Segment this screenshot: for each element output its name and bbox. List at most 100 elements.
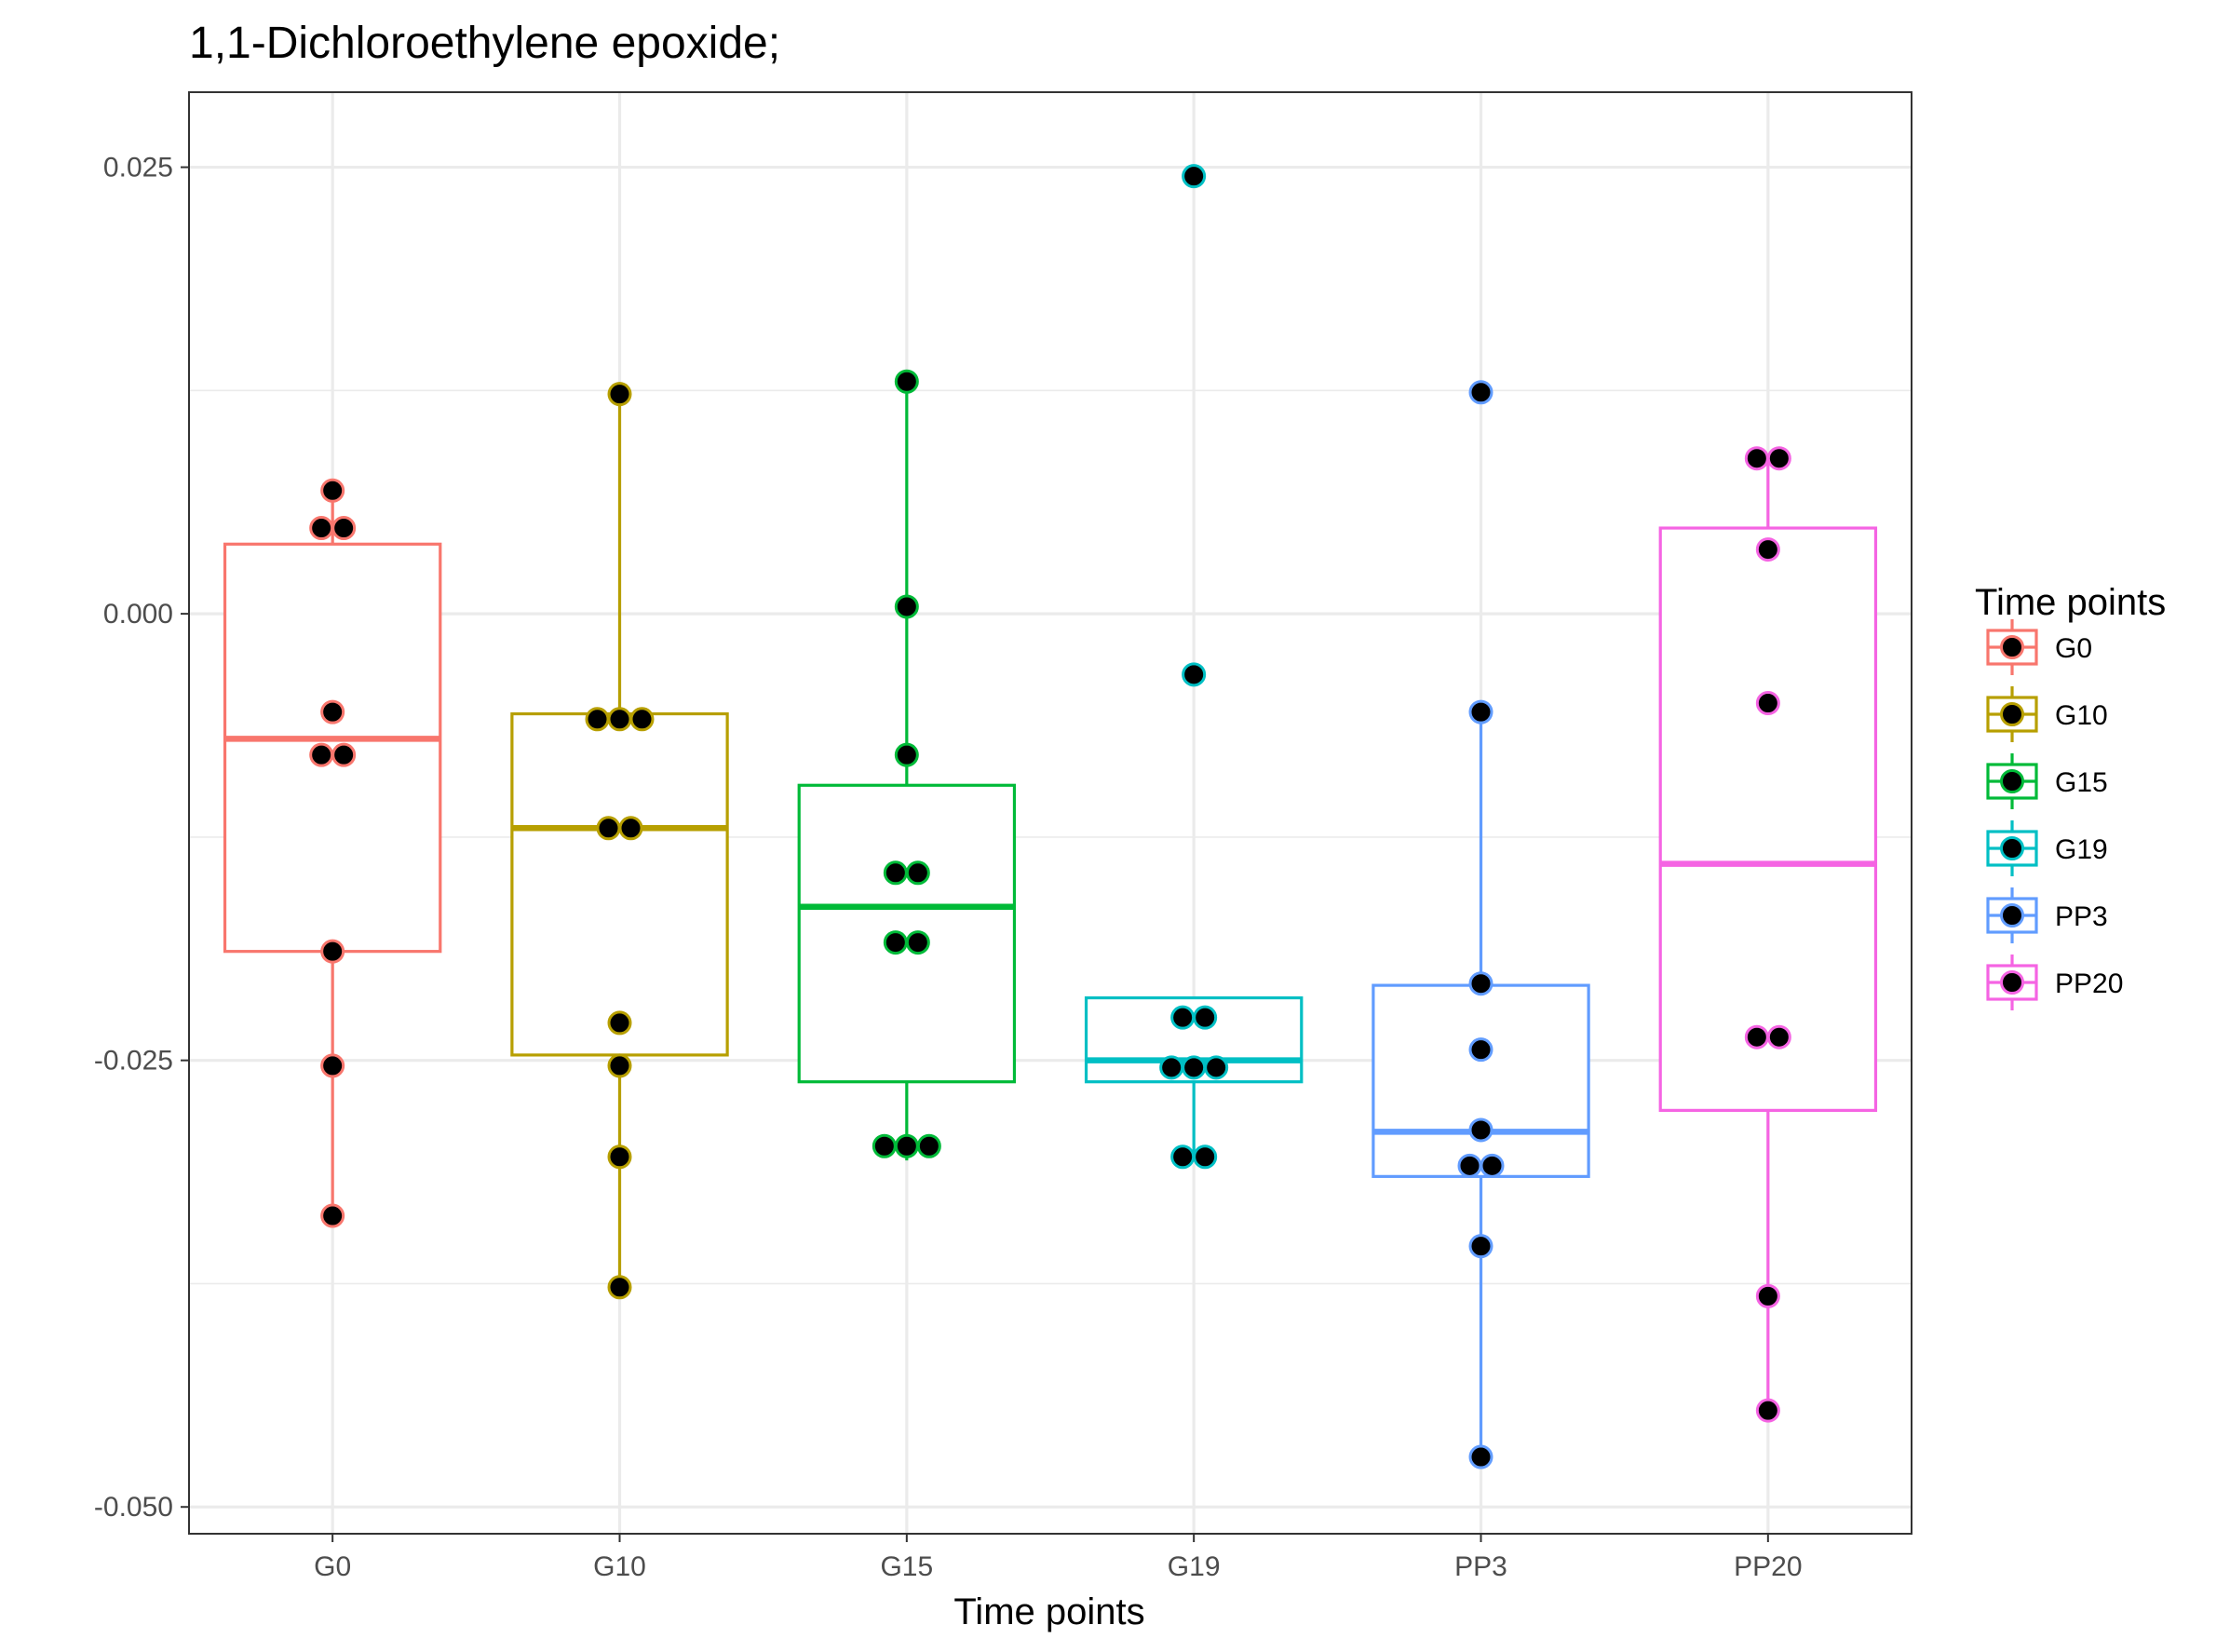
data-point: [1457, 1153, 1482, 1178]
data-point: [320, 939, 345, 964]
data-point: [894, 369, 919, 394]
data-point: [872, 1133, 897, 1158]
legend-key-point: [2000, 635, 2024, 659]
legend-key-point: [2000, 836, 2024, 860]
box-body: [797, 783, 1017, 1084]
data-point: [607, 382, 632, 407]
data-point: [629, 707, 655, 732]
legend-key-point: [2000, 702, 2024, 726]
data-point: [1468, 1117, 1493, 1143]
data-point: [607, 707, 632, 732]
legend-label: PP3: [2055, 901, 2108, 932]
box-G15: [797, 381, 1017, 1161]
data-point: [894, 594, 919, 619]
legend-item-PP20: PP20: [1986, 955, 2123, 1010]
data-point: [1468, 971, 1493, 996]
data-point: [607, 1053, 632, 1078]
x-tick-label: G19: [1168, 1551, 1221, 1582]
x-axis-title: Time points: [953, 1591, 1144, 1632]
data-point: [1755, 1283, 1780, 1308]
data-point: [1170, 1005, 1196, 1030]
data-point: [607, 1144, 632, 1170]
data-point: [1182, 662, 1207, 687]
legend-label: PP20: [2055, 968, 2123, 999]
data-point: [883, 860, 908, 886]
data-point: [1182, 1055, 1207, 1080]
data-point: [585, 707, 610, 732]
x-tick-label: G0: [314, 1551, 351, 1582]
data-point: [1480, 1153, 1505, 1178]
box-G0: [223, 490, 442, 1216]
data-point: [905, 860, 930, 886]
data-point: [916, 1133, 941, 1158]
data-point: [1468, 1037, 1493, 1063]
y-tick-label: -0.050: [94, 1492, 173, 1523]
data-point: [1744, 1024, 1769, 1049]
data-point: [596, 816, 621, 841]
box-body: [1658, 526, 1878, 1112]
points-layer: [309, 164, 1791, 1469]
legend: Time points G0 G10 G15 G19 PP3 PP20: [1975, 582, 2166, 1010]
data-point: [618, 816, 643, 841]
panel-border: [188, 91, 1912, 1535]
data-point: [1193, 1005, 1218, 1030]
data-point: [1744, 446, 1769, 471]
data-point: [1193, 1144, 1218, 1170]
data-point: [1182, 164, 1207, 189]
data-point: [1468, 380, 1493, 405]
data-point: [309, 742, 334, 767]
legend-item-G19: G19: [1986, 820, 2108, 876]
data-point: [320, 699, 345, 724]
data-point: [894, 742, 919, 767]
legend-item-G15: G15: [1986, 753, 2108, 809]
x-tick-label: G10: [593, 1551, 646, 1582]
legend-label: G10: [2055, 700, 2108, 731]
box-body: [510, 711, 729, 1057]
box-PP20: [1658, 458, 1878, 1411]
legend-label: G0: [2055, 633, 2092, 664]
data-point: [607, 1275, 632, 1300]
data-point: [1755, 691, 1780, 716]
data-point: [1755, 537, 1780, 562]
y-tick-label: 0.000: [103, 599, 173, 630]
data-point: [883, 930, 908, 955]
y-axis: -0.050 -0.025 0.000 0.025: [94, 153, 189, 1523]
legend-label: G19: [2055, 834, 2108, 865]
data-point: [320, 1203, 345, 1228]
panel-frame: [188, 91, 1912, 1535]
data-point: [1468, 1444, 1493, 1469]
box-body: [1372, 983, 1590, 1178]
data-point: [894, 1133, 919, 1158]
panel-background: [189, 92, 1912, 1534]
data-point: [331, 516, 357, 541]
x-tick-label: G15: [880, 1551, 933, 1582]
data-point: [1755, 1398, 1780, 1423]
box-body: [223, 542, 442, 954]
data-point: [1468, 699, 1493, 724]
data-point: [320, 1053, 345, 1078]
data-point: [1468, 1234, 1493, 1259]
data-point: [309, 516, 334, 541]
data-point: [1159, 1055, 1184, 1080]
chart-title: 1,1-Dichloroethylene epoxide;: [189, 19, 780, 68]
legend-label: G15: [2055, 767, 2108, 798]
data-point: [331, 742, 357, 767]
legend-key-point: [2000, 903, 2024, 928]
data-point: [1766, 446, 1791, 471]
legend-title: Time points: [1975, 582, 2166, 623]
box-PP3: [1372, 710, 1590, 1457]
legend-item-PP3: PP3: [1986, 887, 2108, 943]
x-tick-label: PP3: [1454, 1551, 1507, 1582]
y-tick-label: 0.025: [103, 153, 173, 183]
data-point: [1766, 1024, 1791, 1049]
legend-key-point: [2000, 970, 2024, 995]
data-point: [1170, 1144, 1196, 1170]
legend-item-G10: G10: [1986, 686, 2108, 742]
plot-panel: [189, 92, 1912, 1534]
legend-item-G0: G0: [1986, 619, 2092, 675]
data-point: [320, 478, 345, 503]
x-tick-label: PP20: [1734, 1551, 1802, 1582]
x-axis: G0 G10 G15 G19 PP3 PP20: [314, 1534, 1803, 1582]
y-tick-label: -0.025: [94, 1046, 173, 1077]
